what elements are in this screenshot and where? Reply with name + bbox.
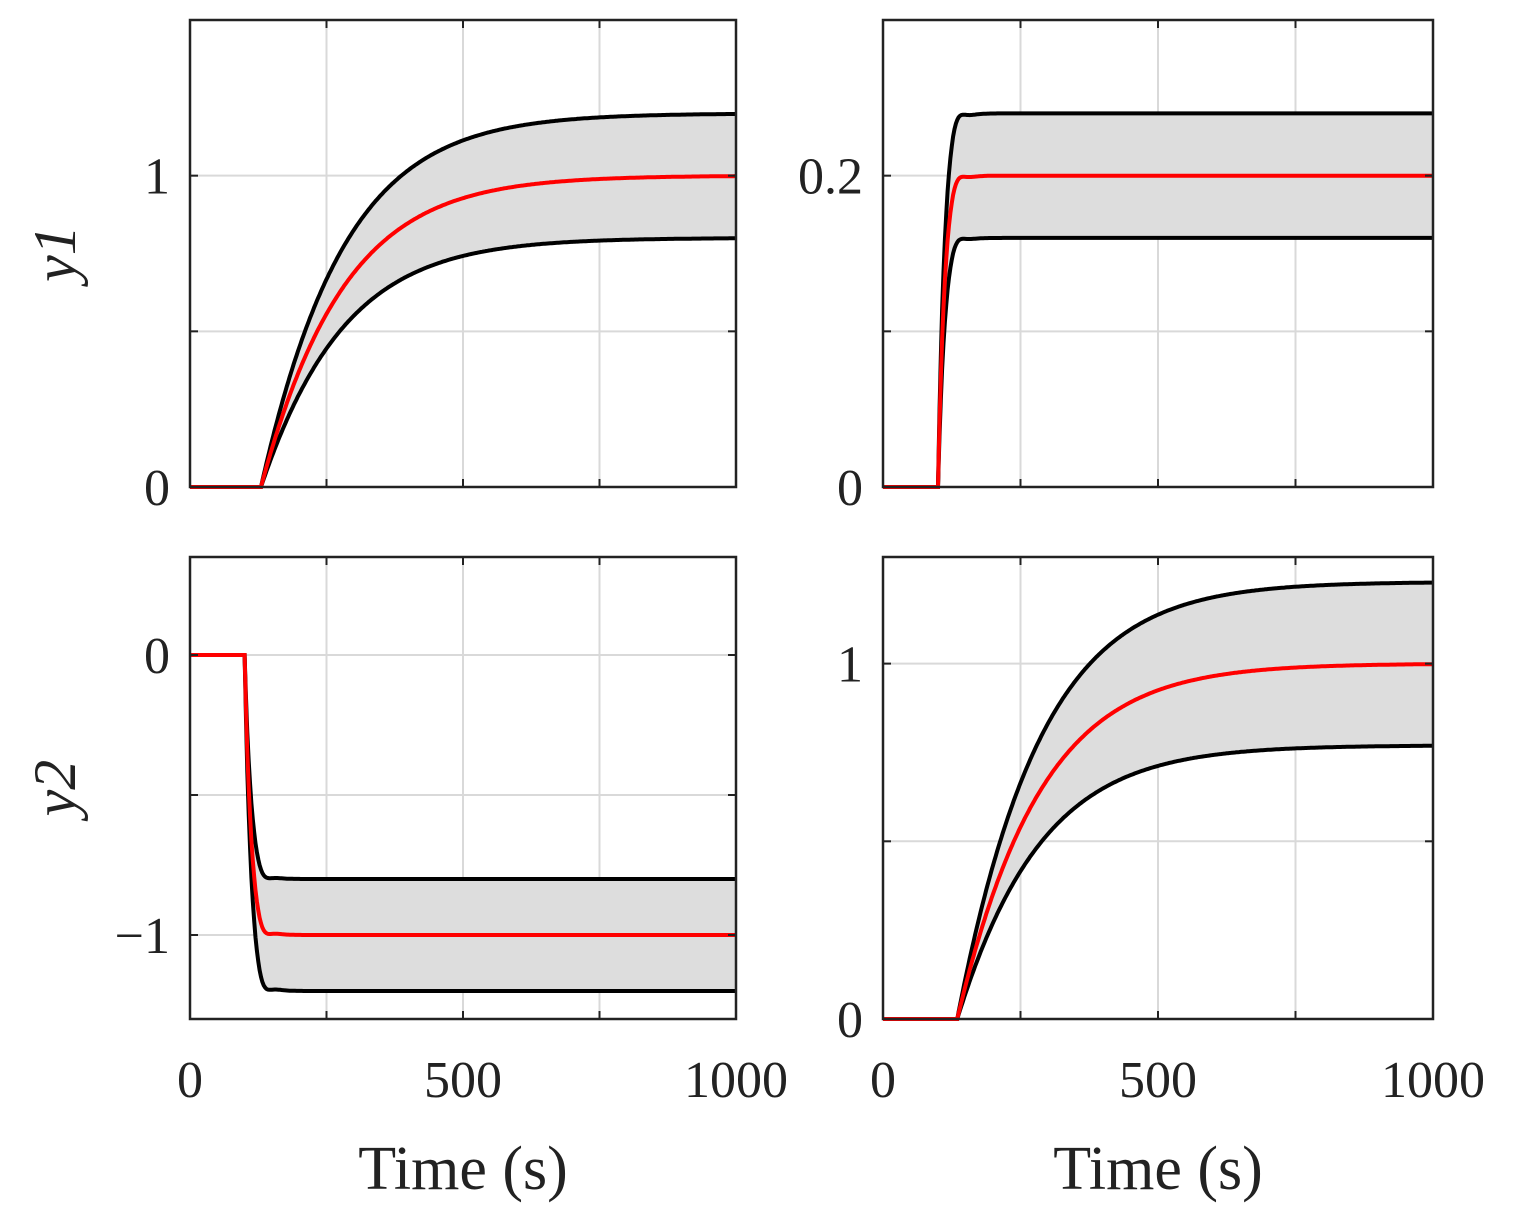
uncertainty-band [190, 655, 736, 991]
x-axis-title: Time (s) [1053, 1135, 1263, 1203]
y-tick-label: −1 [115, 908, 170, 965]
upper-bound-line [190, 653, 736, 881]
lower-bound-line [190, 653, 736, 993]
x-tick-label: 1000 [1381, 1052, 1485, 1109]
subplot-y2-u1: −1 0 0 500 1000 Time (s) y2 [22, 555, 788, 1203]
uncertainty-band [190, 114, 736, 487]
nominal-line [883, 662, 1433, 1021]
x-tick-label: 0 [870, 1052, 896, 1109]
y-tick-label: 0 [837, 992, 863, 1049]
y-axis-title: y1 [22, 225, 88, 288]
upper-bound-line [883, 111, 1433, 489]
nominal-line [190, 174, 736, 489]
y-tick-label: 0 [144, 628, 170, 685]
subplot-y1-u1: 0 1 y1 [22, 18, 738, 517]
lower-bound-line [883, 743, 1433, 1021]
x-axis-title: Time (s) [358, 1135, 568, 1203]
x-tick-label: 1000 [684, 1052, 788, 1109]
nominal-line [190, 653, 736, 937]
y-tick-label: 1 [144, 149, 170, 206]
x-tick-label: 0 [177, 1052, 203, 1109]
upper-bound-line [883, 580, 1433, 1021]
upper-bound-line [190, 112, 736, 489]
subplot-y2-u2: 0 1 0 500 1000 Time (s) [837, 555, 1485, 1203]
lower-bound-line [883, 235, 1433, 489]
lower-bound-line [190, 236, 736, 489]
nominal-line [883, 173, 1433, 489]
y-tick-label: 0.2 [798, 149, 863, 206]
uncertainty-band [883, 113, 1433, 488]
y-tick-label: 0 [144, 460, 170, 517]
uncertainty-band [883, 582, 1433, 1019]
x-tick-label: 500 [424, 1052, 502, 1109]
y-tick-label: 0 [837, 460, 863, 517]
y-tick-label: 1 [837, 637, 863, 694]
y-axis-title: y2 [22, 760, 88, 823]
subplot-y1-u2: 00.2 [798, 18, 1435, 517]
x-tick-label: 500 [1119, 1052, 1197, 1109]
